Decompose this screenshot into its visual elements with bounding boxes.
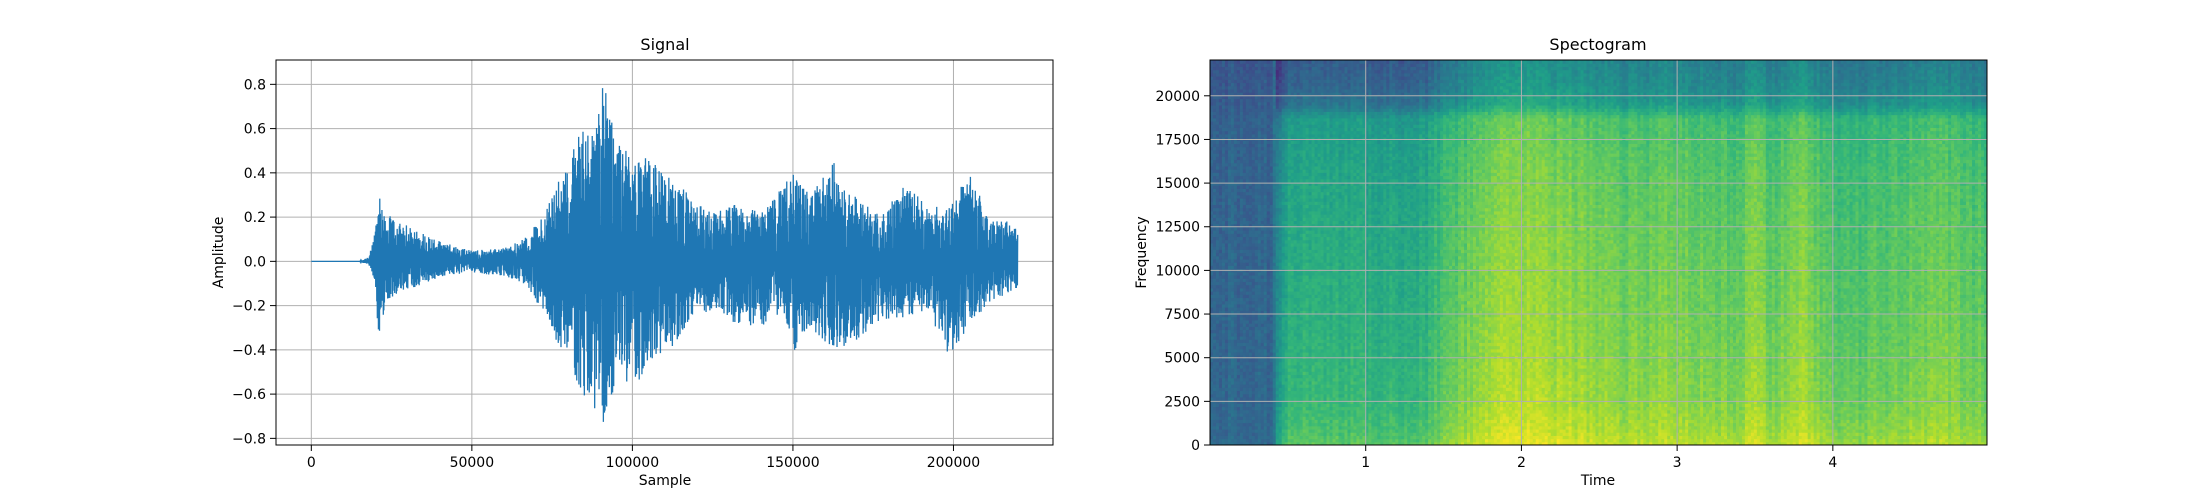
spectrogram-image (1210, 60, 1988, 446)
signal-x-tick-label: 100000 (606, 455, 659, 471)
signal-x-tick-label: 0 (307, 455, 316, 471)
signal-x-axis-label: Sample (639, 473, 692, 489)
signal-y-ticks: −0.8 −0.6 −0.4 −0.2 0.0 0.2 0.4 0.6 0.8 (232, 77, 276, 447)
signal-y-tick-label: 0.4 (244, 166, 266, 182)
signal-y-axis-label: Amplitude (211, 217, 227, 289)
signal-y-tick-label: 0.0 (244, 254, 266, 270)
signal-y-tick-label: 0.6 (244, 122, 266, 138)
signal-y-tick-label: −0.6 (232, 387, 266, 403)
signal-chart: Signal 0 50000 100000 150000 200000 −0.8 −0.6… (211, 35, 1053, 489)
signal-y-tick-label: −0.2 (232, 299, 266, 315)
signal-series (311, 88, 1017, 422)
signal-title: Signal (640, 35, 689, 54)
signal-x-tick-label: 50000 (450, 455, 495, 471)
signal-waveform-line (311, 88, 1017, 422)
signal-x-ticks: 0 50000 100000 150000 200000 (307, 445, 980, 471)
signal-y-tick-label: −0.8 (232, 431, 266, 447)
signal-y-tick-label: 0.8 (244, 77, 266, 93)
signal-y-tick-label: 0.2 (244, 210, 266, 226)
signal-x-tick-label: 200000 (927, 455, 980, 471)
signal-y-tick-label: −0.4 (232, 343, 266, 359)
spectrogram-title: Spectogram (1549, 35, 1646, 54)
signal-x-tick-label: 150000 (766, 455, 819, 471)
